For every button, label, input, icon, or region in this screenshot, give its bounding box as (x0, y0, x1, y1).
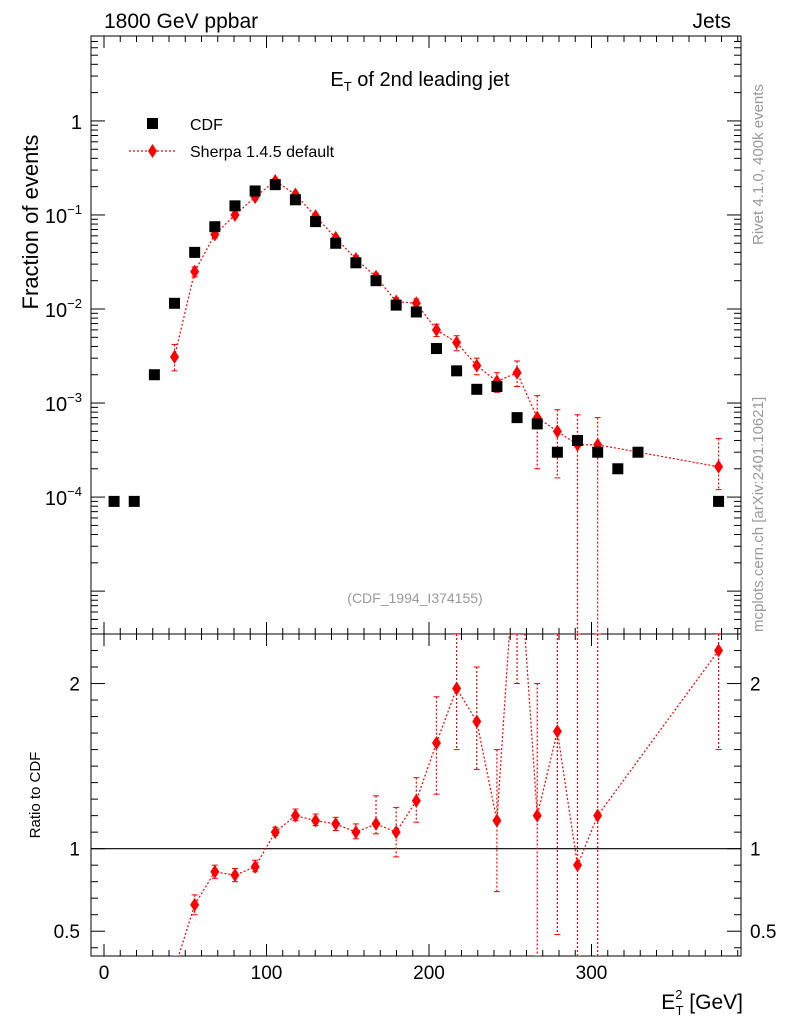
header-right-label: Jets (692, 10, 731, 33)
ratio-y-tick-label-right: 0.5 (750, 922, 776, 943)
cdf-point (128, 495, 140, 507)
analysis-watermark: (CDF_1994_I374155) (347, 590, 482, 606)
sherpa-point (230, 207, 240, 222)
cdf-point (209, 221, 221, 233)
cdf-point (491, 380, 503, 392)
ratio-point (270, 825, 280, 840)
ratio-y-tick-label-right: 2 (750, 675, 761, 696)
ratio-point (593, 808, 603, 823)
ratio-point (351, 825, 361, 840)
y-tick-label: 10−1 (45, 202, 82, 228)
cdf-point (592, 446, 604, 458)
sherpa-point (190, 264, 200, 279)
cdf-point (289, 194, 301, 206)
cdf-point (390, 299, 402, 311)
ratio-marks (171, 634, 724, 956)
cdf-point (471, 383, 483, 395)
ratio-point (532, 808, 542, 823)
ratio-point (492, 813, 502, 828)
sherpa-point (170, 349, 180, 364)
y-tick-label: 1 (71, 112, 82, 134)
cdf-point (370, 275, 382, 287)
ratio-point (250, 859, 260, 874)
legend-marker-cdf (147, 118, 158, 129)
legend-marker-sherpa (148, 144, 157, 158)
legend: CDF Sherpa 1.4.5 default (129, 117, 335, 161)
cdf-point (632, 446, 644, 458)
sherpa-point (552, 424, 562, 439)
ratio-y-tick-label: 0.5 (54, 922, 80, 943)
ratio-point (230, 868, 240, 883)
ratio-point (431, 735, 441, 750)
mcplots-label: mcplots.cern.ch [arXiv:2401.10621] (750, 397, 767, 632)
cdf-point (531, 418, 543, 430)
ratio-point (371, 816, 381, 831)
cdf-point (410, 306, 422, 318)
y-axis-label: Fraction of events (18, 135, 43, 310)
ratio-point (714, 643, 724, 658)
cdf-point (713, 495, 725, 507)
cdf-point (310, 216, 322, 228)
ratio-point (552, 724, 562, 739)
cdf-point (249, 185, 261, 197)
x-tick-label: 100 (251, 963, 283, 984)
y-tick-label: 10−2 (45, 296, 82, 322)
cdf-point (330, 237, 342, 249)
cdf-point (108, 495, 120, 507)
ratio-point (573, 858, 583, 873)
cdf-point (229, 200, 241, 212)
cdf-point (451, 365, 463, 377)
ratio-point (190, 897, 200, 912)
sherpa-point (431, 322, 441, 337)
ratio-point (331, 816, 341, 831)
x-axis-label: E2 T [GeV] (661, 987, 743, 1018)
cdf-point (572, 434, 584, 446)
ratio-plot-frame (90, 633, 742, 957)
ratio-point (452, 681, 462, 696)
ratio-y-tick-label-right: 1 (750, 840, 761, 861)
ratio-point (411, 793, 421, 808)
ratio-point (391, 825, 401, 840)
x-tick-label: 300 (576, 963, 608, 984)
y-tick-label: 10−3 (45, 390, 82, 416)
axes-layer: 0 100 200 300 1 10−1 10−2 10−3 10−4 0.5 0.5 1 1 2 2 (45, 35, 776, 984)
ratio-y-tick-label: 2 (69, 675, 80, 696)
header-left-label: 1800 GeV ppbar (104, 10, 258, 33)
sherpa-point (472, 358, 482, 373)
legend-label-sherpa: Sherpa 1.4.5 default (190, 144, 335, 161)
sherpa-point (714, 459, 724, 474)
legend-label-cdf: CDF (190, 117, 223, 134)
sherpa-point (452, 335, 462, 350)
x-tick-label: 0 (99, 963, 110, 984)
cdf-point (511, 412, 523, 424)
sherpa-line (173, 180, 719, 468)
cdf-point (350, 257, 362, 269)
ratio-y-tick-label: 1 (69, 840, 80, 861)
cdf-point (612, 463, 624, 475)
ratio-point (311, 813, 321, 828)
x-tick-label: 200 (413, 963, 445, 984)
ratio-point (210, 864, 220, 879)
marks-layer (108, 173, 725, 956)
ratio-point (290, 808, 300, 823)
cdf-point (148, 369, 160, 381)
cdf-point (430, 343, 442, 355)
main-plot-frame (90, 35, 742, 635)
ratio-point (472, 714, 482, 729)
ratio-y-axis-label: Ratio to CDF (27, 752, 44, 839)
sherpa-point (512, 365, 522, 380)
rivet-label: Rivet 4.1.0, 400k events (750, 84, 767, 245)
cdf-point (269, 179, 281, 191)
cdf-point (551, 446, 563, 458)
cdf-point (169, 297, 181, 309)
plot-title: ET of 2nd leading jet (330, 69, 510, 94)
ratio-line (178, 634, 720, 956)
cdf-point (189, 246, 201, 258)
y-tick-label: 10−4 (45, 484, 82, 510)
